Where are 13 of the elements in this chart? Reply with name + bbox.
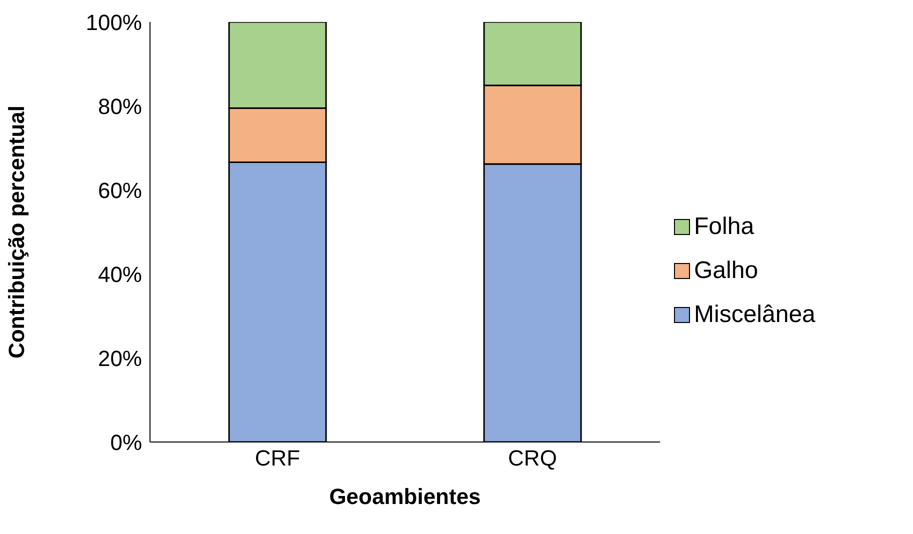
y-tick-label: 40% bbox=[98, 262, 142, 287]
x-tick-label: CRF bbox=[254, 446, 300, 471]
x-tick-label: CRQ bbox=[508, 446, 557, 471]
y-tick-label: 100% bbox=[86, 10, 142, 35]
y-axis-title: Contribuição percentual bbox=[4, 105, 29, 359]
x-axis-title: Geoambientes bbox=[329, 484, 481, 509]
legend-label: Miscelânea bbox=[694, 301, 816, 329]
y-tick-label: 20% bbox=[98, 346, 142, 371]
legend-label: Folha bbox=[694, 213, 754, 241]
y-tick-label: 60% bbox=[98, 178, 142, 203]
y-tick-label: 80% bbox=[98, 94, 142, 119]
y-tick-label: 0% bbox=[110, 430, 142, 455]
legend-label: Galho bbox=[694, 257, 758, 285]
